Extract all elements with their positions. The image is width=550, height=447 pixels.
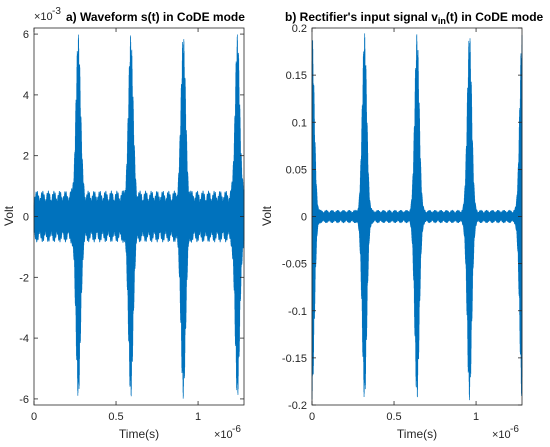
- panel-b-x-exponent: -6: [510, 424, 519, 435]
- y-tick-label: 0.05: [286, 164, 307, 176]
- panel-b-title-subscript: in: [438, 16, 446, 26]
- y-tick-label: 0.1: [292, 117, 307, 129]
- x-tick-label: 1: [473, 411, 479, 423]
- panel-b-series-1-path: [311, 33, 523, 401]
- y-tick-label: 0.15: [286, 70, 307, 82]
- y-tick-label: -4: [19, 333, 29, 345]
- y-tick-label: 2: [23, 151, 29, 163]
- panel-b-x-ticks: 0 0.5 1: [309, 28, 479, 423]
- panel-a-x-label: Time(s): [119, 427, 159, 441]
- panel-a-title: a) Waveform s(t) in CoDE mode: [66, 10, 245, 24]
- y-tick-label: -0.15: [282, 353, 307, 365]
- x-tick-label: 1: [195, 411, 201, 423]
- x-tick-label: 0: [31, 411, 37, 423]
- y-tick-label: 0: [301, 212, 307, 224]
- panel-b-x-multiplier: ×10: [492, 429, 511, 441]
- panel-a-y-label: Volt: [2, 205, 16, 226]
- y-tick-label: -0.05: [282, 259, 307, 271]
- y-tick-label: -0.2: [288, 400, 307, 412]
- panel-b-y-ticks: -0.2 -0.15 -0.1 -0.05 0 0.05 0.1 0.15 0.2: [282, 23, 522, 412]
- panel-a-series-1-line: [33, 34, 245, 399]
- panel-b-title-suffix: (t) in CoDE mode: [446, 10, 544, 24]
- x-tick-label: 0.5: [386, 411, 401, 423]
- y-tick-label: -2: [19, 272, 29, 284]
- panel-b-title-prefix: b) Rectifier's input signal v: [285, 10, 438, 24]
- panel-a-x-multiplier: ×10: [214, 429, 233, 441]
- panel-b-series-1-line: [311, 33, 523, 401]
- y-tick-label: 0.2: [292, 23, 307, 35]
- panel-a-x-exponent: -6: [232, 424, 241, 435]
- x-tick-label: 0.5: [108, 411, 123, 423]
- y-tick-label: -6: [19, 394, 29, 406]
- y-tick-label: -0.1: [288, 306, 307, 318]
- x-tick-label: 0: [309, 411, 315, 423]
- panel-a-series-1-path: [33, 34, 245, 399]
- panel-b: 0 0.5 1 -0.2-0.15-0.1-0.0500.050.10.150.2 …: [260, 10, 544, 441]
- panel-a-y-multiplier: ×10: [34, 11, 53, 23]
- panel-b-y-label: Volt: [260, 205, 274, 226]
- y-tick-label: 4: [23, 90, 29, 102]
- panel-b-title: b) Rectifier's input signal vin(t) in Co…: [285, 10, 544, 26]
- panel-b-x-label: Time(s): [397, 427, 437, 441]
- panel-a-y-exponent: -3: [52, 6, 61, 17]
- panel-a-x-ticks: 0 0.5 1: [31, 28, 201, 423]
- y-tick-label: 6: [23, 29, 29, 41]
- panel-a-y-ticks: -6 -4 -2 0 2 4 6: [19, 29, 244, 406]
- y-tick-label: 0: [23, 212, 29, 224]
